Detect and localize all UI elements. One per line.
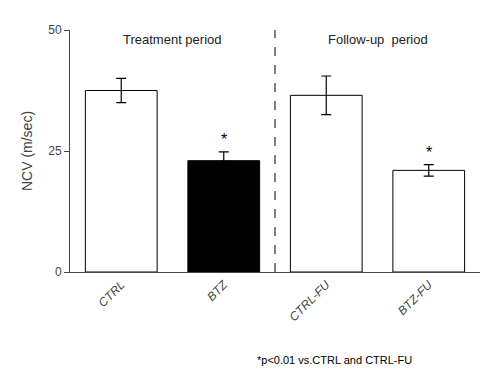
svg-text:CTRL-FU: CTRL-FU	[286, 278, 332, 324]
svg-text:25: 25	[48, 144, 62, 158]
svg-text:0: 0	[55, 265, 62, 279]
svg-text:50: 50	[48, 23, 62, 37]
svg-text:*: *	[221, 131, 227, 148]
svg-text:Follow-up period: Follow-up period	[328, 32, 428, 47]
svg-text:NCV (m/sec): NCV (m/sec)	[19, 111, 35, 191]
svg-text:*p<0.01 vs.CTRL and CTRL-FU: *p<0.01 vs.CTRL and CTRL-FU	[257, 354, 412, 366]
svg-text:CTRL: CTRL	[96, 278, 128, 310]
svg-text:*: *	[426, 144, 432, 161]
svg-text:BTZ: BTZ	[204, 277, 230, 303]
svg-text:Treatment period: Treatment period	[123, 32, 222, 47]
svg-text:BTZ-FU: BTZ-FU	[395, 278, 435, 318]
